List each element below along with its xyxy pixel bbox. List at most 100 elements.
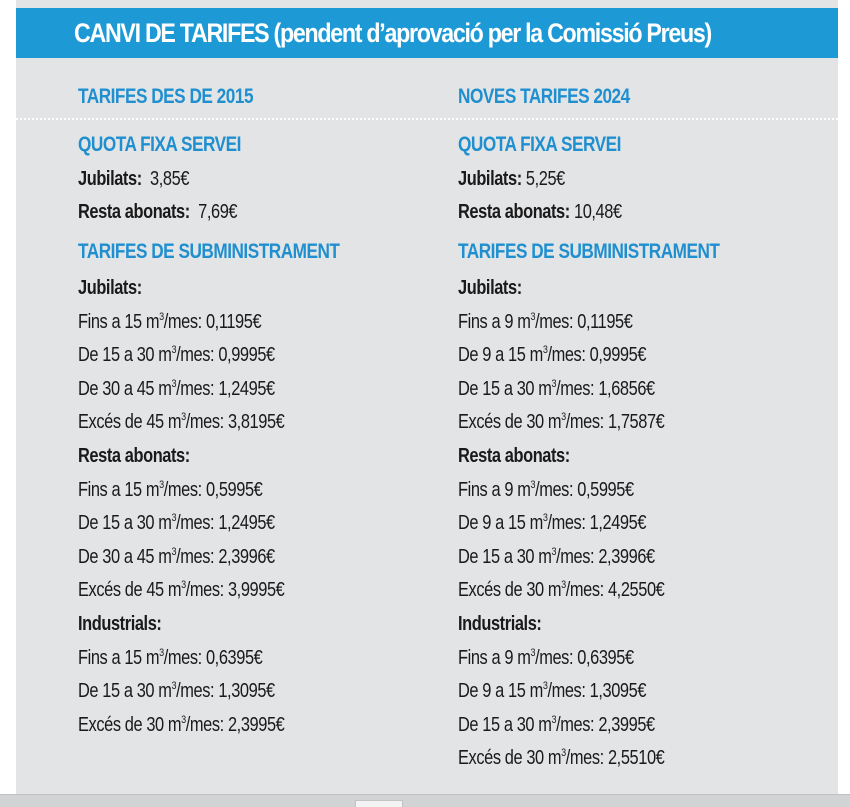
fixed-fee-row: Resta abonats: 7,69€ xyxy=(78,200,238,224)
tariff-row: De 15 a 30 m3/mes: 2,3996€ xyxy=(458,545,655,569)
tariff-price: /mes: 1,2495€ xyxy=(547,512,647,535)
tariff-range: Fins a 9 m xyxy=(458,310,531,333)
tariff-range: Fins a 15 m xyxy=(78,478,160,501)
tariff-range: Excés de 30 m xyxy=(458,747,562,770)
tariff-range: De 15 a 30 m xyxy=(458,377,552,400)
tariff-row: De 9 a 15 m3/mes: 1,2495€ xyxy=(458,511,646,535)
cubic-superscript: 3 xyxy=(530,310,536,323)
cubic-superscript: 3 xyxy=(171,344,177,357)
tariff-price: /mes: 2,5510€ xyxy=(565,747,665,770)
tariff-group-name: Jubilats: xyxy=(78,277,142,299)
tariff-price: /mes: 1,3095€ xyxy=(547,680,647,703)
cubic-superscript: 3 xyxy=(181,579,186,592)
fixed-fee-value: 5,25€ xyxy=(525,168,565,190)
scrollbar-thumb[interactable] xyxy=(355,800,403,807)
cubic-superscript: 3 xyxy=(159,310,164,323)
cubic-superscript: 3 xyxy=(159,646,164,659)
cubic-superscript: 3 xyxy=(542,680,548,693)
tariff-range: Excés de 30 m xyxy=(458,579,562,602)
cubic-superscript: 3 xyxy=(171,377,177,390)
fixed-fee-title: QUOTA FIXA SERVEI xyxy=(78,133,241,156)
tariff-range: De 30 a 45 m xyxy=(78,377,172,400)
fixed-fee-title: QUOTA FIXA SERVEI xyxy=(458,133,621,156)
tariff-row: Excés de 30 m3/mes: 1,7587€ xyxy=(458,410,665,434)
tariff-range: De 9 a 15 m xyxy=(458,512,543,535)
tariff-range: De 15 a 30 m xyxy=(458,545,552,568)
tariff-row: Excés de 30 m3/mes: 2,5510€ xyxy=(458,746,665,770)
tariff-range: De 30 a 45 m xyxy=(78,545,172,568)
supply-tariffs-title: TARIFES DE SUBMINISTRAMENT xyxy=(458,240,720,263)
tariff-row: Excés de 30 m3/mes: 2,3995€ xyxy=(78,713,285,737)
fixed-fee-row: Jubilats: 3,85€ xyxy=(78,167,189,191)
tariff-price: /mes: 0,1195€ xyxy=(163,310,262,333)
tariff-group-name: Resta abonats: xyxy=(78,445,190,467)
tariff-price: /mes: 0,1195€ xyxy=(535,310,633,333)
cubic-superscript: 3 xyxy=(530,646,536,659)
tariff-row: De 9 a 15 m3/mes: 0,9995€ xyxy=(458,343,646,367)
tariff-price: /mes: 0,6395€ xyxy=(163,646,263,669)
cubic-superscript: 3 xyxy=(159,478,164,491)
tariff-range: De 15 a 30 m xyxy=(78,512,172,535)
cubic-superscript: 3 xyxy=(171,512,177,525)
tariff-group-name: Industrials: xyxy=(78,613,162,635)
tariff-row: Fins a 15 m3/mes: 0,1195€ xyxy=(78,310,262,334)
tariff-range: De 15 a 30 m xyxy=(78,680,172,703)
cubic-superscript: 3 xyxy=(530,478,536,491)
fixed-fee-row: Resta abonats: 10,48€ xyxy=(458,200,622,224)
fixed-fee-value: 10,48€ xyxy=(573,201,622,223)
tariff-range: De 9 a 15 m xyxy=(458,680,543,703)
tariff-group-name: Jubilats: xyxy=(458,277,522,299)
tariff-range: Fins a 15 m xyxy=(78,310,160,333)
tariff-price: /mes: 0,5995€ xyxy=(535,478,634,501)
tariff-row: Fins a 15 m3/mes: 0,5995€ xyxy=(78,478,263,502)
horizontal-scrollbar[interactable] xyxy=(0,794,850,807)
cubic-superscript: 3 xyxy=(551,545,557,558)
column-title: NOVES TARIFES 2024 xyxy=(458,85,630,108)
tariff-range: De 15 a 30 m xyxy=(458,713,552,736)
tariff-row: De 15 a 30 m3/mes: 1,3095€ xyxy=(78,679,275,703)
tariff-price: /mes: 4,2550€ xyxy=(565,579,665,602)
cubic-superscript: 3 xyxy=(561,411,566,424)
cubic-superscript: 3 xyxy=(551,713,557,726)
tariff-range: Fins a 15 m xyxy=(78,646,160,669)
cubic-superscript: 3 xyxy=(561,579,566,592)
tariff-price: /mes: 1,2495€ xyxy=(176,512,275,535)
tariff-row: De 15 a 30 m3/mes: 0,9995€ xyxy=(78,343,275,367)
column-title: TARIFES DES DE 2015 xyxy=(78,85,254,108)
tariff-range: Excés de 30 m xyxy=(458,411,562,434)
tariff-row: De 30 a 45 m3/mes: 2,3996€ xyxy=(78,545,275,569)
tariff-row: De 30 a 45 m3/mes: 1,2495€ xyxy=(78,377,275,401)
tariff-price: /mes: 1,3095€ xyxy=(176,680,275,703)
tariff-price: /mes: 3,8195€ xyxy=(185,411,285,434)
dotted-divider xyxy=(16,118,838,120)
tariff-row: De 15 a 30 m3/mes: 1,2495€ xyxy=(78,511,275,535)
tariff-group-name: Industrials: xyxy=(458,613,542,635)
fixed-fee-value: 7,69€ xyxy=(198,201,238,223)
supply-tariffs-title: TARIFES DE SUBMINISTRAMENT xyxy=(78,240,340,263)
tariff-price: /mes: 3,9995€ xyxy=(185,579,285,602)
tariff-price: /mes: 1,7587€ xyxy=(565,411,665,434)
fixed-fee-label: Resta abonats: xyxy=(458,201,570,223)
fixed-fee-label: Jubilats: xyxy=(458,168,522,190)
tariff-row: De 15 a 30 m3/mes: 1,6856€ xyxy=(458,377,655,401)
tariff-price: /mes: 0,5995€ xyxy=(163,478,263,501)
tariff-range: Fins a 9 m xyxy=(458,478,531,501)
tariff-group-name: Resta abonats: xyxy=(458,445,570,467)
fixed-fee-row: Jubilats: 5,25€ xyxy=(458,167,565,191)
tariff-row: De 9 a 15 m3/mes: 1,3095€ xyxy=(458,679,646,703)
fixed-fee-label: Jubilats: xyxy=(78,168,142,190)
tariff-row: Fins a 9 m3/mes: 0,1195€ xyxy=(458,310,633,334)
cubic-superscript: 3 xyxy=(181,713,186,726)
tariff-row: Excés de 45 m3/mes: 3,9995€ xyxy=(78,578,285,602)
fixed-fee-label: Resta abonats: xyxy=(78,201,190,223)
tariff-price: /mes: 2,3995€ xyxy=(185,713,285,736)
tariff-row: Fins a 15 m3/mes: 0,6395€ xyxy=(78,646,263,670)
cubic-superscript: 3 xyxy=(171,680,177,693)
tariff-price: /mes: 1,6856€ xyxy=(556,377,655,400)
cubic-superscript: 3 xyxy=(561,747,566,760)
page-title: CANVI DE TARIFES (pendent d’aprovació pe… xyxy=(16,8,838,58)
tariff-price: /mes: 1,2495€ xyxy=(176,377,275,400)
cubic-superscript: 3 xyxy=(171,545,177,558)
tariff-range: Excés de 30 m xyxy=(78,713,182,736)
tariff-panel xyxy=(16,0,838,794)
